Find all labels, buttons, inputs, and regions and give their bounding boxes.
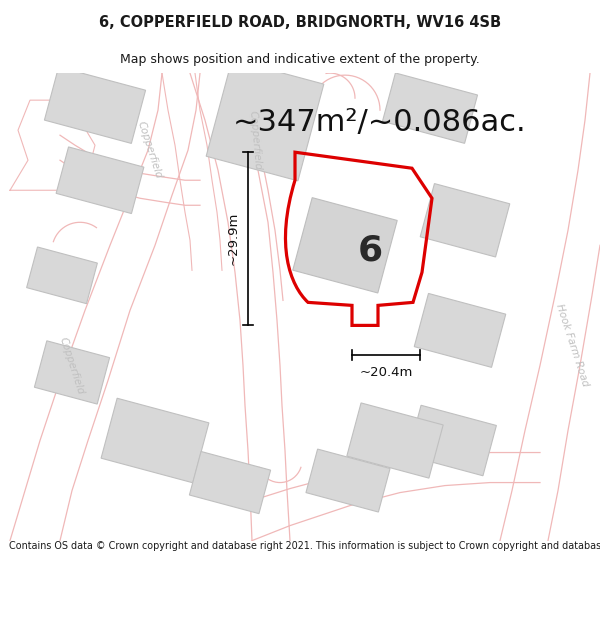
Bar	[206, 59, 324, 181]
Bar	[347, 403, 443, 478]
Bar	[293, 198, 397, 293]
Bar	[26, 247, 97, 304]
Text: ~29.9m: ~29.9m	[227, 212, 239, 266]
Text: Map shows position and indicative extent of the property.: Map shows position and indicative extent…	[120, 52, 480, 66]
Bar	[34, 341, 110, 404]
Bar	[420, 184, 510, 257]
Bar	[101, 398, 209, 482]
Bar	[414, 294, 506, 368]
Text: Copperfield: Copperfield	[58, 336, 86, 396]
Text: 6: 6	[358, 233, 383, 268]
Text: ~347m²/~0.086ac.: ~347m²/~0.086ac.	[233, 107, 527, 137]
Bar	[382, 73, 478, 143]
Text: Copperfield: Copperfield	[247, 110, 263, 171]
Bar	[190, 451, 271, 514]
Bar	[56, 147, 144, 214]
Text: ~20.4m: ~20.4m	[359, 366, 413, 379]
Text: 6, COPPERFIELD ROAD, BRIDGNORTH, WV16 4SB: 6, COPPERFIELD ROAD, BRIDGNORTH, WV16 4S…	[99, 14, 501, 29]
Bar	[407, 405, 496, 476]
Text: Hook Farm Road: Hook Farm Road	[554, 302, 590, 388]
Text: Copperfield: Copperfield	[136, 120, 164, 180]
Text: Contains OS data © Crown copyright and database right 2021. This information is : Contains OS data © Crown copyright and d…	[9, 541, 600, 551]
Bar	[44, 67, 146, 143]
Bar	[306, 449, 390, 512]
